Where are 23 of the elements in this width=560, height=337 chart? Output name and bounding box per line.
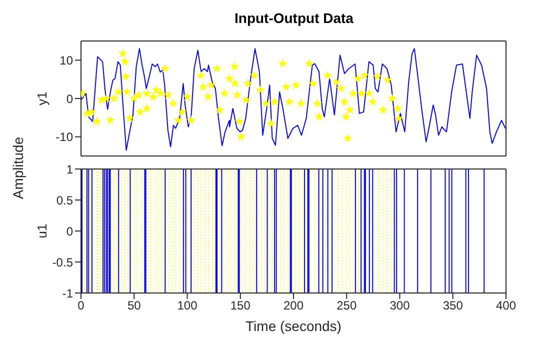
- y-tick-label: 0: [66, 92, 74, 106]
- y-tick-label: -1: [62, 286, 74, 300]
- y-tick-label: 0: [66, 224, 74, 238]
- y-axis-title: u1: [34, 224, 50, 238]
- x-tick-label: 350: [442, 298, 464, 313]
- x-tick-label: 150: [230, 298, 251, 313]
- y-tick-label: 10: [60, 53, 74, 68]
- chart-title: Input-Output Data: [234, 10, 354, 26]
- y-tick-label: 1: [66, 162, 74, 176]
- y-tick-label: -10: [56, 130, 74, 144]
- text: Amplitude: [10, 136, 26, 202]
- line-series: [81, 48, 506, 151]
- x-axis-title: Time (seconds): [246, 318, 342, 334]
- y-tick-label: -0.5: [52, 255, 74, 270]
- x-tick-label: 250: [336, 298, 357, 313]
- x-tick-label: 0: [78, 298, 85, 313]
- y-tick-label: 0.5: [56, 193, 74, 208]
- y-axis-title: y1: [34, 92, 50, 106]
- x-tick-label: 200: [283, 298, 304, 313]
- x-tick-label: 400: [496, 298, 516, 313]
- x-tick-label: 100: [177, 298, 198, 313]
- x-tick-label: 50: [127, 298, 142, 313]
- x-tick-label: 300: [390, 298, 410, 313]
